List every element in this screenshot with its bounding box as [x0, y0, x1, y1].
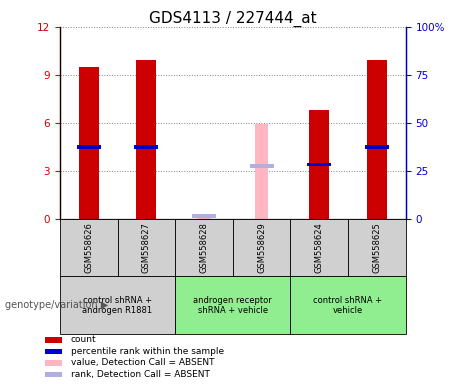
Bar — [233, 219, 290, 276]
Bar — [249, 164, 274, 168]
Bar — [290, 219, 348, 276]
Bar — [60, 219, 118, 276]
Bar — [367, 61, 387, 219]
Text: GSM558624: GSM558624 — [315, 222, 324, 273]
Bar — [136, 61, 156, 219]
Bar — [290, 276, 406, 334]
Bar — [255, 124, 268, 219]
Bar — [309, 110, 329, 219]
Text: count: count — [71, 335, 96, 344]
Bar — [348, 219, 406, 276]
Bar — [192, 214, 216, 218]
Text: GSM558626: GSM558626 — [84, 222, 93, 273]
Text: GSM558627: GSM558627 — [142, 222, 151, 273]
Bar — [175, 219, 233, 276]
Bar — [134, 145, 159, 149]
Text: GSM558628: GSM558628 — [200, 222, 208, 273]
Bar — [77, 145, 101, 149]
Bar — [79, 67, 99, 219]
Bar — [175, 276, 290, 334]
Bar — [45, 372, 62, 377]
Text: rank, Detection Call = ABSENT: rank, Detection Call = ABSENT — [71, 370, 210, 379]
Bar — [45, 337, 62, 343]
Bar — [60, 276, 175, 334]
Text: percentile rank within the sample: percentile rank within the sample — [71, 347, 224, 356]
Text: genotype/variation ▶: genotype/variation ▶ — [5, 300, 108, 310]
Bar — [197, 215, 211, 219]
Bar — [365, 145, 389, 149]
Text: control shRNA +
vehicle: control shRNA + vehicle — [313, 296, 383, 315]
Text: GSM558625: GSM558625 — [372, 222, 381, 273]
Text: value, Detection Call = ABSENT: value, Detection Call = ABSENT — [71, 358, 214, 367]
Bar — [118, 219, 175, 276]
Text: control shRNA +
androgen R1881: control shRNA + androgen R1881 — [83, 296, 153, 315]
Bar — [45, 360, 62, 366]
Text: androgen receptor
shRNA + vehicle: androgen receptor shRNA + vehicle — [194, 296, 272, 315]
Text: GSM558629: GSM558629 — [257, 222, 266, 273]
Bar — [45, 349, 62, 354]
Bar — [307, 163, 331, 166]
Title: GDS4113 / 227444_at: GDS4113 / 227444_at — [149, 11, 317, 27]
